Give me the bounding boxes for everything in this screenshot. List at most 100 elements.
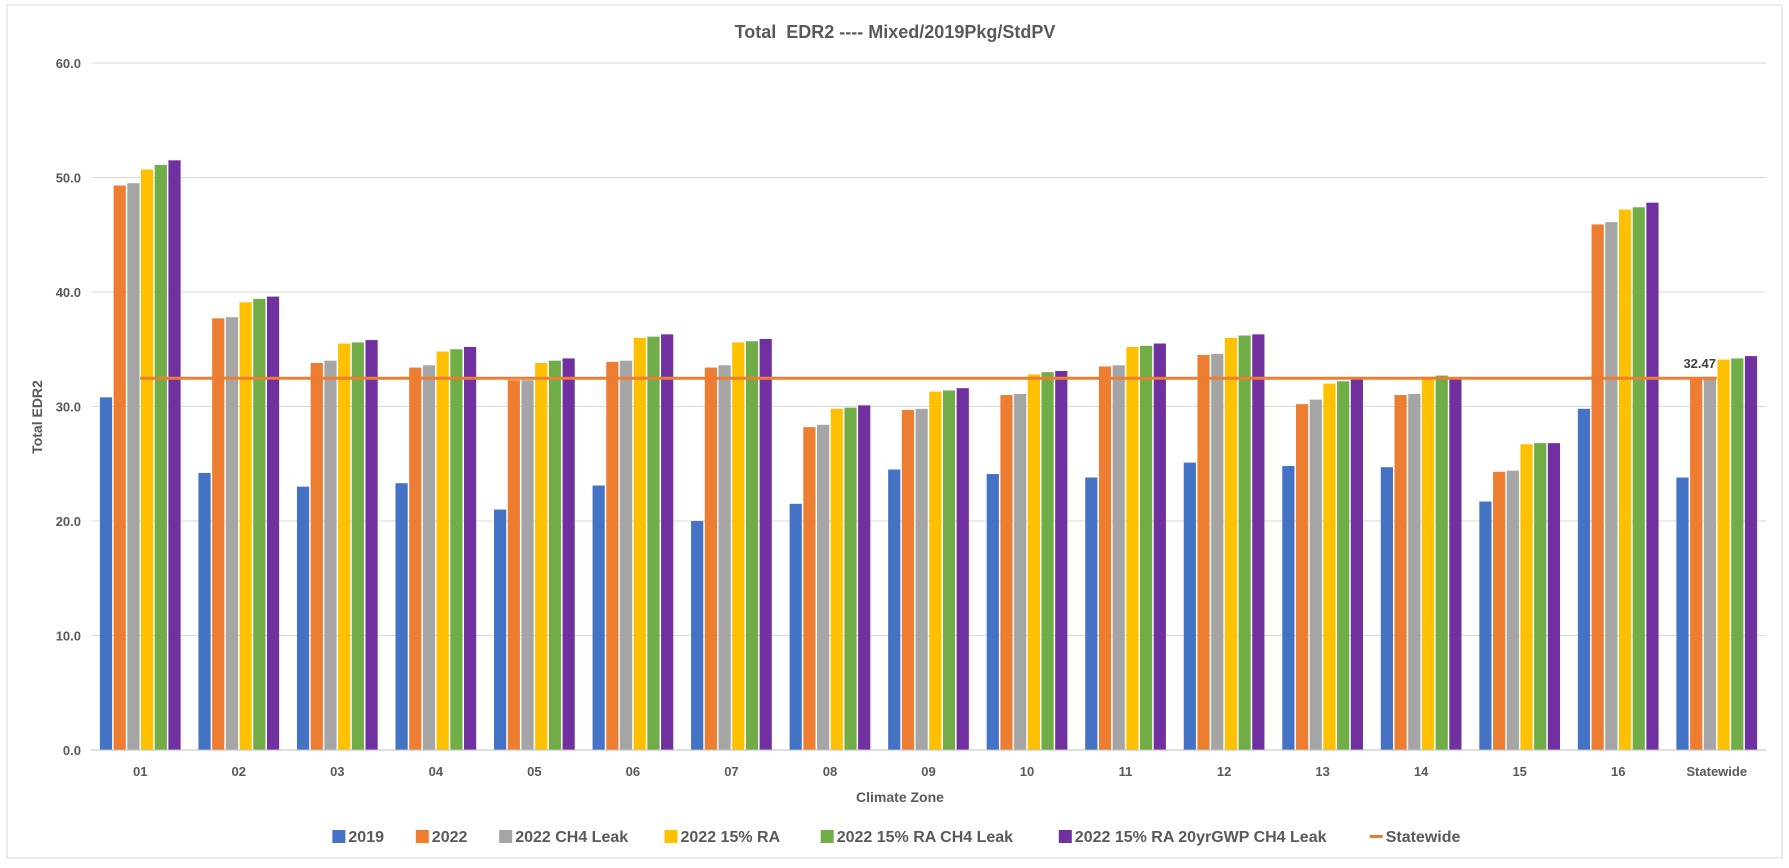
bar (1112, 365, 1125, 750)
bar (450, 349, 463, 750)
bar (803, 427, 816, 750)
bar (464, 346, 477, 750)
bar (606, 361, 619, 750)
x-tick-label: 11 (1119, 764, 1133, 779)
bar (1717, 359, 1730, 750)
legend-label: 2022 (432, 829, 468, 846)
bar (141, 169, 154, 751)
bar (619, 360, 633, 750)
bar (1703, 376, 1716, 750)
y-tick-label: 60.0 (56, 56, 81, 71)
legend-label: 2022 15% RA (681, 829, 781, 846)
bar (830, 408, 843, 750)
y-tick-label: 10.0 (56, 629, 81, 644)
bar (507, 380, 520, 750)
x-tick-label: 12 (1217, 764, 1231, 779)
x-tick-label: 09 (921, 764, 935, 779)
chart-title: Total EDR2 ---- Mixed/2019Pkg/StdPV (735, 22, 1056, 42)
bar (1690, 377, 1703, 751)
bar (1238, 335, 1251, 750)
x-tick-label: 03 (330, 764, 344, 779)
bar (239, 302, 252, 750)
bar (1140, 345, 1153, 750)
bar (225, 317, 239, 750)
legend-swatch (664, 830, 678, 843)
bar (1224, 337, 1238, 750)
bar (1197, 354, 1210, 750)
x-tick-label: Statewide (1686, 764, 1747, 779)
legend-swatch (820, 830, 834, 843)
legend-label: 2022 15% RA 20yrGWP CH4 Leak (1075, 829, 1327, 846)
bar (198, 472, 211, 750)
bar (535, 362, 548, 750)
legend-item: 2022 15% RA (664, 829, 781, 846)
axes: 0.0 10.0 20.0 30.0 40.0 50.0 60.0 01 02 03 04 05 06 0… (56, 56, 1766, 779)
legend-swatch (415, 830, 429, 843)
bar (548, 360, 562, 750)
x-tick-label: 10 (1020, 764, 1034, 779)
bar (1506, 470, 1519, 750)
legend-item: 2022 15% RA CH4 Leak (820, 829, 1013, 846)
legend-item: 2022 CH4 Leak (499, 829, 628, 846)
legend-swatch (332, 830, 346, 843)
bar (888, 469, 901, 750)
bar (789, 503, 802, 750)
legend-label: Statewide (1386, 829, 1461, 846)
bar (956, 388, 969, 750)
bar (1632, 207, 1645, 750)
bar (338, 343, 351, 750)
x-tick-label: 05 (527, 764, 541, 779)
bar (365, 340, 378, 750)
bar (1547, 443, 1561, 750)
bar (1605, 222, 1618, 750)
reference-line-label: 32.47 (1683, 356, 1716, 371)
bar (1534, 443, 1547, 750)
bar (817, 424, 830, 750)
bar (1000, 395, 1013, 750)
bar (1027, 374, 1040, 750)
bar (1380, 467, 1393, 750)
bar (858, 405, 871, 750)
legend-item: 2022 (415, 829, 468, 846)
bar (986, 474, 999, 750)
y-tick-label: 20.0 (56, 514, 81, 529)
x-tick-label: 14 (1414, 764, 1429, 779)
bar (562, 358, 575, 750)
bar (1744, 356, 1758, 750)
bar (253, 298, 266, 750)
bar (127, 183, 140, 751)
bar (1646, 202, 1659, 750)
bar (691, 521, 704, 750)
bar (704, 367, 717, 750)
legend-label: 2019 (348, 829, 384, 846)
bar (745, 341, 759, 750)
bar (1449, 379, 1462, 750)
y-tick-label: 0.0 (63, 743, 81, 758)
bar (661, 334, 674, 750)
bar (266, 296, 280, 750)
x-tick-label: 16 (1611, 764, 1625, 779)
x-axis-title: Climate Zone (856, 789, 944, 805)
legend-swatch (499, 830, 513, 843)
bar (1577, 408, 1591, 750)
y-tick-label: 30.0 (56, 400, 81, 415)
bar (168, 160, 181, 750)
bar (296, 486, 310, 750)
bar (494, 509, 507, 750)
bar (1211, 353, 1224, 750)
x-tick-label: 02 (232, 764, 246, 779)
bar (718, 365, 731, 750)
bars (99, 160, 1758, 751)
bar (732, 342, 745, 750)
bar (1085, 477, 1098, 750)
legend: 2019 2022 2022 CH4 Leak 2022 15% RA 2022 15%… (332, 829, 1460, 846)
x-tick-label: 13 (1315, 764, 1329, 779)
bar (395, 483, 408, 750)
x-tick-label: 07 (724, 764, 738, 779)
bar (154, 164, 167, 750)
bar (1295, 404, 1309, 750)
bar (1337, 381, 1350, 750)
bar (1591, 224, 1604, 750)
x-tick-label: 15 (1512, 764, 1526, 779)
bar (1126, 346, 1139, 750)
